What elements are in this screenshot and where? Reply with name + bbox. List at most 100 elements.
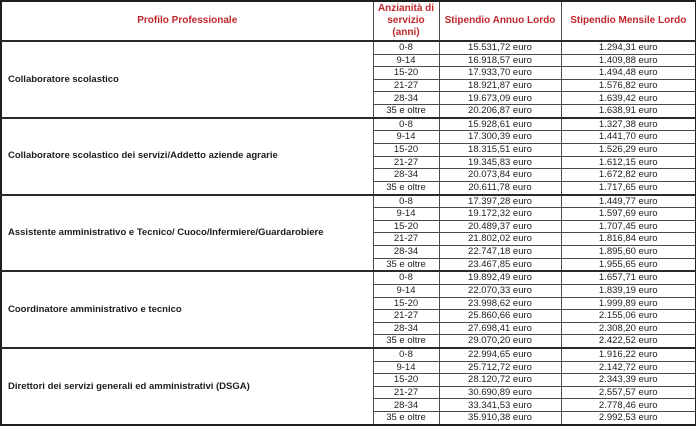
table-row: Collaboratore scolastico dei servizi/Add…: [0, 116, 696, 195]
header-profilo-professionale: Profilo Professionale: [0, 0, 374, 42]
table-row: 28-34 19.673,09 euro 1.639,42 euro: [1, 91, 696, 106]
stipendio-mensile-cell: 2.778,46 euro: [560, 398, 696, 413]
stipendio-annuo-cell: 22.747,18 euro: [438, 244, 562, 259]
anzianita-cell: 9-14: [372, 207, 440, 221]
anzianita-cell: 0-8: [372, 270, 440, 285]
stipendio-annuo-cell: 20.073,84 euro: [438, 168, 562, 182]
stipendio-mensile-cell: 1.441,70 euro: [560, 130, 696, 145]
stipendio-mensile-cell: 1.409,88 euro: [560, 53, 696, 68]
stipendio-annuo-cell: 30.690,89 euro: [438, 385, 562, 400]
stipendio-mensile-cell: 1.494,48 euro: [560, 66, 696, 80]
stipendio-annuo-cell: 27.698,41 euro: [438, 321, 562, 336]
anzianita-cell: 0-8: [372, 193, 440, 209]
stipendio-mensile-cell: 1.526,29 euro: [560, 143, 696, 157]
stipendio-annuo-cell: 15.531,72 euro: [438, 39, 562, 55]
anzianita-cell: 35 e oltre: [372, 180, 440, 196]
anzianita-cell: 9-14: [372, 360, 440, 375]
anzianita-cell: 15-20: [372, 219, 440, 234]
table-row: 35 e oltre 35.910,38 euro 2.992,53 euro: [1, 411, 696, 426]
anzianita-cell: 0-8: [372, 39, 440, 55]
stipendio-annuo-cell: 17.300,39 euro: [438, 130, 562, 145]
anzianita-cell: 21-27: [372, 232, 440, 246]
stipendio-annuo-cell: 20.611,78 euro: [438, 180, 562, 196]
profile-cell: Collaboratore scolastico dei servizi/Add…: [0, 116, 374, 195]
anzianita-cell: 35 e oltre: [372, 104, 440, 119]
anzianita-cell: 28-34: [372, 91, 440, 106]
table-row: 21-27 25.860,66 euro 2.155,06 euro: [1, 309, 696, 323]
stipendio-annuo-cell: 20.489,37 euro: [438, 219, 562, 234]
header-anzianita-di-servizio: Anzianità di servizio (anni): [372, 0, 440, 42]
anzianita-cell: 21-27: [372, 155, 440, 170]
table-row: Collaboratore scolastico 0-8 15.531,72 eur…: [0, 39, 696, 119]
stipendio-annuo-cell: 19.172,32 euro: [438, 207, 562, 221]
anzianita-cell: 0-8: [372, 116, 440, 132]
stipendio-annuo-cell: 19.345,83 euro: [438, 155, 562, 170]
stipendio-mensile-cell: 1.839,19 euro: [560, 283, 696, 298]
stipendio-mensile-cell: 1.672,82 euro: [560, 168, 696, 182]
profile-cell: Coordinatore amministrativo e tecnico: [0, 270, 374, 349]
stipendio-annuo-cell: 19.673,09 euro: [438, 91, 562, 106]
anzianita-cell: 21-27: [372, 309, 440, 323]
stipendio-annuo-cell: 23.998,62 euro: [438, 296, 562, 311]
table-row: Coordinatore amministrativo e tecnico 0-8…: [0, 270, 696, 349]
anzianita-cell: 15-20: [372, 143, 440, 157]
table-row: 15-20 17.933,70 euro 1.494,48 euro: [1, 66, 696, 80]
table-row: 21-27 18.921,87 euro 1.576,82 euro: [1, 78, 696, 93]
stipendio-mensile-cell: 1.597,69 euro: [560, 207, 696, 221]
stipendio-mensile-cell: 1.449,77 euro: [560, 193, 696, 209]
table-row: 9-14 25.712,72 euro 2.142,72 euro: [1, 360, 696, 375]
anzianita-cell: 21-27: [372, 385, 440, 400]
stipendio-annuo-cell: 23.467,85 euro: [438, 257, 562, 272]
stipendio-mensile-cell: 2.308,20 euro: [560, 321, 696, 336]
anzianita-cell: 15-20: [372, 296, 440, 311]
stipendio-annuo-cell: 25.860,66 euro: [438, 309, 562, 323]
header-stipendio-mensile-lordo: Stipendio Mensile Lordo: [560, 0, 696, 42]
stipendio-annuo-cell: 33.341,53 euro: [438, 398, 562, 413]
stipendio-annuo-cell: 17.397,28 euro: [438, 193, 562, 209]
table-body: Collaboratore scolastico 0-8 15.531,72 eur…: [0, 39, 696, 426]
stipendio-annuo-cell: 35.910,38 euro: [438, 411, 562, 426]
stipendio-annuo-cell: 18.315,51 euro: [438, 143, 562, 157]
profile-cell: Direttori dei servizi generali ed ammini…: [0, 347, 374, 426]
header-row: Profilo Professionale Anzianità di servi…: [0, 0, 696, 42]
anzianita-cell: 35 e oltre: [372, 411, 440, 426]
stipendio-mensile-cell: 1.639,42 euro: [560, 91, 696, 106]
anzianita-cell: 21-27: [372, 78, 440, 93]
table-row: Assistente amministrativo e Tecnico/ Cuo…: [0, 193, 696, 272]
stipendio-mensile-cell: 1.999,89 euro: [560, 296, 696, 311]
table-row: 21-27 19.345,83 euro 1.612,15 euro: [1, 155, 696, 170]
anzianita-cell: 9-14: [372, 130, 440, 145]
stipendio-mensile-cell: 1.816,84 euro: [560, 232, 696, 246]
stipendio-annuo-cell: 20.206,87 euro: [438, 104, 562, 119]
stipendio-mensile-cell: 1.955,65 euro: [560, 257, 696, 272]
stipendio-annuo-cell: 22.994,65 euro: [438, 346, 562, 362]
anzianita-cell: 28-34: [372, 244, 440, 259]
anzianita-cell: 9-14: [372, 283, 440, 298]
anzianita-cell: 15-20: [372, 373, 440, 387]
anzianita-cell: 28-34: [372, 398, 440, 413]
anzianita-cell: 35 e oltre: [372, 257, 440, 272]
stipendio-annuo-cell: 15.928,61 euro: [438, 116, 562, 132]
header-stipendio-annuo-lordo: Stipendio Annuo Lordo: [438, 0, 562, 42]
anzianita-cell: 9-14: [372, 53, 440, 68]
profile-cell: Assistente amministrativo e Tecnico/ Cuo…: [0, 193, 374, 272]
stipendio-annuo-cell: 21.802,02 euro: [438, 232, 562, 246]
stipendio-mensile-cell: 2.422,52 euro: [560, 334, 696, 349]
stipendio-annuo-cell: 22.070,33 euro: [438, 283, 562, 298]
anzianita-cell: 0-8: [372, 346, 440, 362]
table-row: 15-20 23.998,62 euro 1.999,89 euro: [1, 296, 696, 311]
anzianita-cell: 15-20: [372, 66, 440, 80]
stipendio-mensile-cell: 1.916,22 euro: [560, 346, 696, 362]
anzianita-cell: 28-34: [372, 168, 440, 182]
stipendio-mensile-cell: 1.657,71 euro: [560, 270, 696, 285]
stipendio-annuo-cell: 29.070,20 euro: [438, 334, 562, 349]
stipendio-mensile-cell: 1.294,31 euro: [560, 39, 696, 55]
table-row: 15-20 18.315,51 euro 1.526,29 euro: [1, 143, 696, 157]
stipendio-annuo-cell: 16.918,57 euro: [438, 53, 562, 68]
stipendio-mensile-cell: 1.327,38 euro: [560, 116, 696, 132]
stipendio-mensile-cell: 1.707,45 euro: [560, 219, 696, 234]
stipendio-mensile-cell: 1.895,60 euro: [560, 244, 696, 259]
stipendio-annuo-cell: 19.892,49 euro: [438, 270, 562, 285]
stipendio-mensile-cell: 1.612,15 euro: [560, 155, 696, 170]
